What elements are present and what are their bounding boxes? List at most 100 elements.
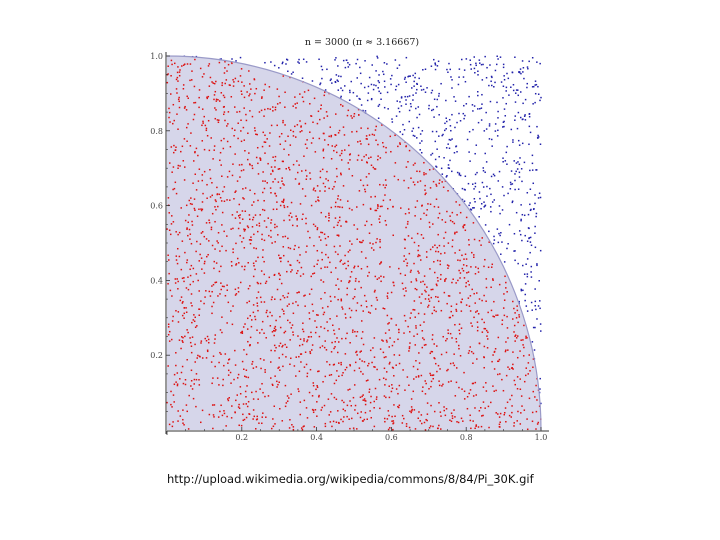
point-inside — [492, 279, 494, 281]
point-inside — [288, 397, 290, 399]
point-inside — [176, 113, 178, 115]
point-inside — [308, 318, 311, 320]
point-inside — [266, 138, 268, 140]
point-inside — [237, 80, 240, 83]
point-outside — [436, 148, 438, 150]
point-outside — [517, 188, 520, 190]
point-inside — [174, 181, 177, 184]
point-outside — [491, 84, 493, 87]
point-inside — [499, 421, 501, 423]
point-inside — [483, 327, 485, 330]
point-inside — [262, 412, 264, 414]
point-inside — [380, 261, 383, 263]
point-inside — [263, 187, 266, 190]
point-inside — [183, 307, 186, 309]
point-inside — [512, 363, 514, 366]
point-outside — [319, 82, 322, 84]
point-inside — [327, 398, 330, 400]
point-inside — [447, 329, 449, 331]
point-inside — [304, 305, 306, 307]
point-inside — [438, 182, 440, 185]
point-inside — [270, 298, 273, 301]
point-inside — [259, 214, 261, 216]
point-inside — [417, 255, 419, 258]
point-inside — [354, 280, 357, 282]
point-inside — [220, 92, 223, 94]
point-inside — [536, 399, 538, 401]
point-inside — [478, 298, 481, 300]
point-inside — [379, 205, 382, 208]
point-inside — [418, 352, 420, 354]
point-inside — [288, 167, 290, 169]
point-inside — [406, 376, 409, 378]
point-inside — [195, 189, 198, 191]
point-inside — [493, 315, 496, 318]
point-inside — [330, 271, 332, 274]
point-inside — [187, 288, 190, 291]
point-inside — [360, 304, 363, 307]
point-outside — [505, 90, 507, 92]
point-inside — [360, 143, 362, 145]
point-inside — [455, 201, 457, 203]
point-outside — [434, 140, 437, 143]
point-inside — [399, 142, 401, 144]
point-inside — [182, 336, 184, 339]
point-outside — [364, 60, 366, 62]
point-inside — [333, 329, 335, 332]
point-inside — [172, 315, 174, 318]
point-inside — [173, 383, 176, 386]
point-inside — [382, 351, 385, 354]
point-inside — [336, 337, 338, 339]
point-inside — [457, 259, 459, 261]
point-inside — [203, 302, 205, 305]
point-inside — [247, 287, 250, 290]
point-inside — [387, 207, 389, 210]
point-inside — [446, 302, 448, 305]
point-inside — [472, 222, 475, 224]
point-inside — [206, 335, 209, 338]
point-inside — [313, 244, 315, 247]
point-inside — [472, 362, 474, 364]
point-inside — [340, 225, 342, 227]
point-inside — [384, 179, 387, 181]
x-tick-label: 1.0 — [535, 433, 548, 442]
point-inside — [182, 160, 185, 162]
point-inside — [292, 302, 294, 305]
point-inside — [440, 428, 442, 430]
point-inside — [341, 308, 344, 310]
point-inside — [248, 94, 250, 97]
point-outside — [412, 134, 415, 137]
point-inside — [316, 386, 319, 389]
point-inside — [222, 147, 225, 150]
point-outside — [535, 212, 538, 215]
point-inside — [394, 415, 396, 418]
point-inside — [189, 341, 192, 344]
point-outside — [539, 300, 541, 302]
point-inside — [312, 310, 314, 312]
point-inside — [310, 349, 313, 351]
point-inside — [449, 332, 452, 335]
point-inside — [429, 352, 432, 355]
point-inside — [189, 268, 191, 271]
point-outside — [380, 98, 382, 100]
point-outside — [370, 83, 373, 86]
point-inside — [201, 231, 204, 233]
point-inside — [465, 304, 468, 306]
point-inside — [317, 110, 320, 113]
point-outside — [520, 72, 522, 75]
point-inside — [225, 249, 227, 252]
point-inside — [224, 60, 226, 63]
point-outside — [469, 208, 472, 210]
point-inside — [283, 219, 285, 222]
point-inside — [525, 367, 527, 369]
point-inside — [277, 181, 280, 183]
point-outside — [540, 330, 542, 332]
point-inside — [345, 267, 347, 270]
point-inside — [310, 275, 312, 278]
point-inside — [456, 231, 458, 233]
point-inside — [408, 252, 411, 255]
point-inside — [448, 295, 451, 297]
point-inside — [255, 418, 258, 421]
point-inside — [261, 238, 263, 241]
point-outside — [505, 151, 508, 154]
